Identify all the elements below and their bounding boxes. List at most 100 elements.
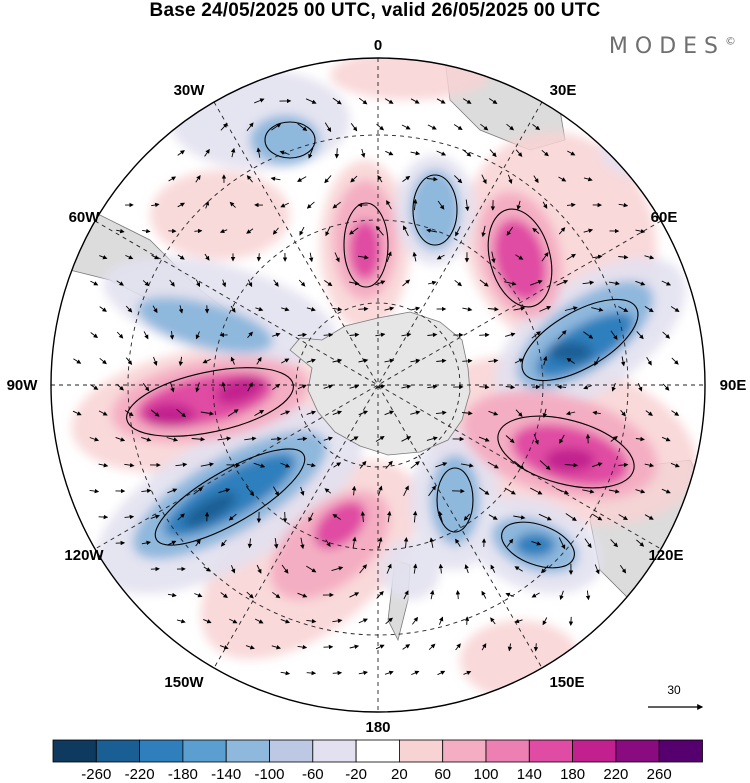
wind-arrow: [195, 279, 201, 288]
wind-arrow: [453, 124, 463, 130]
wind-arrow: [194, 228, 203, 234]
wind-arrow: [272, 591, 281, 599]
wind-arrow: [454, 279, 462, 287]
wind-arrow: [98, 462, 109, 468]
wind-arrow: [308, 252, 314, 263]
wind-arrow: [557, 384, 567, 390]
wind-arrow: [306, 201, 315, 209]
lon-label-60e: 60E: [651, 209, 678, 226]
wind-arrow: [245, 645, 255, 650]
lon-label-60w: 60W: [69, 209, 101, 226]
wind-arrow: [403, 590, 409, 600]
wind-arrow: [177, 254, 185, 260]
wind-arrow: [426, 176, 438, 182]
wind-arrow: [490, 617, 496, 625]
wind-arrow: [350, 123, 358, 132]
colorbar-tick-label: -60: [302, 766, 324, 783]
wind-arrow: [360, 148, 366, 158]
wind-arrow: [636, 331, 644, 340]
wind-arrow: [533, 433, 539, 445]
wind-arrow: [438, 616, 444, 625]
wind-arrow: [324, 488, 332, 494]
wind-arrow: [169, 279, 175, 287]
wind-arrow: [229, 201, 236, 208]
wind-arrow: [272, 227, 279, 235]
contour-lines: [126, 121, 639, 569]
wind-arrow: [538, 513, 552, 521]
wind-arrow: [349, 644, 360, 650]
wind-arrow: [513, 306, 526, 311]
wind-arrow: [297, 436, 308, 442]
wind-arrow: [487, 306, 499, 312]
wind-arrow: [254, 409, 265, 416]
wind-arrow: [281, 564, 289, 574]
wind-arrow: [385, 150, 394, 156]
wind-arrow: [532, 227, 540, 234]
wind-arrow: [542, 617, 548, 626]
wind-arrow: [306, 307, 316, 312]
wind-arrow: [200, 411, 214, 416]
wind-arrow: [539, 305, 552, 312]
wind-arrow: [478, 436, 490, 442]
wind-arrow: [375, 280, 386, 286]
wind-arrow: [515, 254, 524, 260]
wind-arrow: [168, 540, 177, 546]
wind-arrow: [143, 331, 149, 340]
wind-arrow: [618, 306, 629, 312]
wind-arrow: [611, 383, 616, 392]
wind-arrow: [559, 590, 564, 601]
wind-arrow: [437, 670, 446, 676]
wind-arrow: [670, 462, 680, 468]
wind-arrow: [644, 306, 654, 313]
wind-arrow: [384, 306, 395, 311]
longitude-labels: 0 30E 60E 90E 120E 150E 180 150W 120W 90…: [7, 37, 747, 736]
wind-arrow: [230, 356, 235, 365]
wind-arrow: [359, 460, 367, 469]
wind-arrow: [479, 384, 490, 390]
wind-arrow: [564, 462, 579, 468]
wind-arrow: [539, 460, 551, 470]
wind-arrow: [332, 670, 343, 676]
colorbar-swatch: [52, 739, 97, 763]
wind-arrow: [488, 358, 499, 364]
wind-arrow: [204, 200, 210, 209]
wind-arrow: [308, 147, 314, 159]
wind-arrow: [436, 98, 446, 104]
wind-arrow: [645, 410, 653, 416]
wind-arrow: [566, 202, 576, 208]
wind-arrow: [141, 436, 152, 442]
wind-arrow: [89, 488, 100, 494]
wind-arrow: [217, 436, 232, 441]
wind-arrow: [438, 511, 443, 523]
wind-arrow: [401, 384, 412, 389]
wind-arrow: [429, 589, 435, 600]
colorbar-tick-label: -140: [211, 766, 241, 783]
wind-arrow: [505, 384, 516, 390]
wind-arrow: [73, 358, 82, 364]
wind-arrow: [661, 488, 671, 494]
colorbar-swatch: [615, 739, 660, 763]
wind-arrow: [72, 410, 82, 416]
wind-arrow: [177, 202, 185, 208]
wind-arrow: [436, 254, 445, 260]
wind-arrow: [608, 489, 620, 494]
wind-arrow: [488, 410, 499, 416]
lon-label-150e: 150E: [549, 674, 584, 691]
wind-arrow: [89, 437, 100, 442]
wind-arrow: [90, 280, 99, 286]
colorbar-swatch: [312, 739, 357, 763]
wind-arrow: [375, 384, 386, 389]
wind-arrow: [273, 279, 279, 287]
wind-arrow: [583, 176, 593, 182]
wind-arrow: [427, 280, 437, 286]
wind-arrow: [504, 487, 516, 495]
wind-arrow: [349, 281, 360, 286]
wind-arrow: [358, 410, 369, 416]
wind-arrow: [358, 97, 368, 105]
wind-arrow: [610, 330, 618, 341]
lon-label-180: 180: [365, 719, 390, 736]
wind-arrow: [644, 514, 654, 520]
wind-arrow: [542, 201, 548, 209]
wind-arrow: [556, 280, 569, 286]
wind-arrow: [490, 564, 496, 573]
